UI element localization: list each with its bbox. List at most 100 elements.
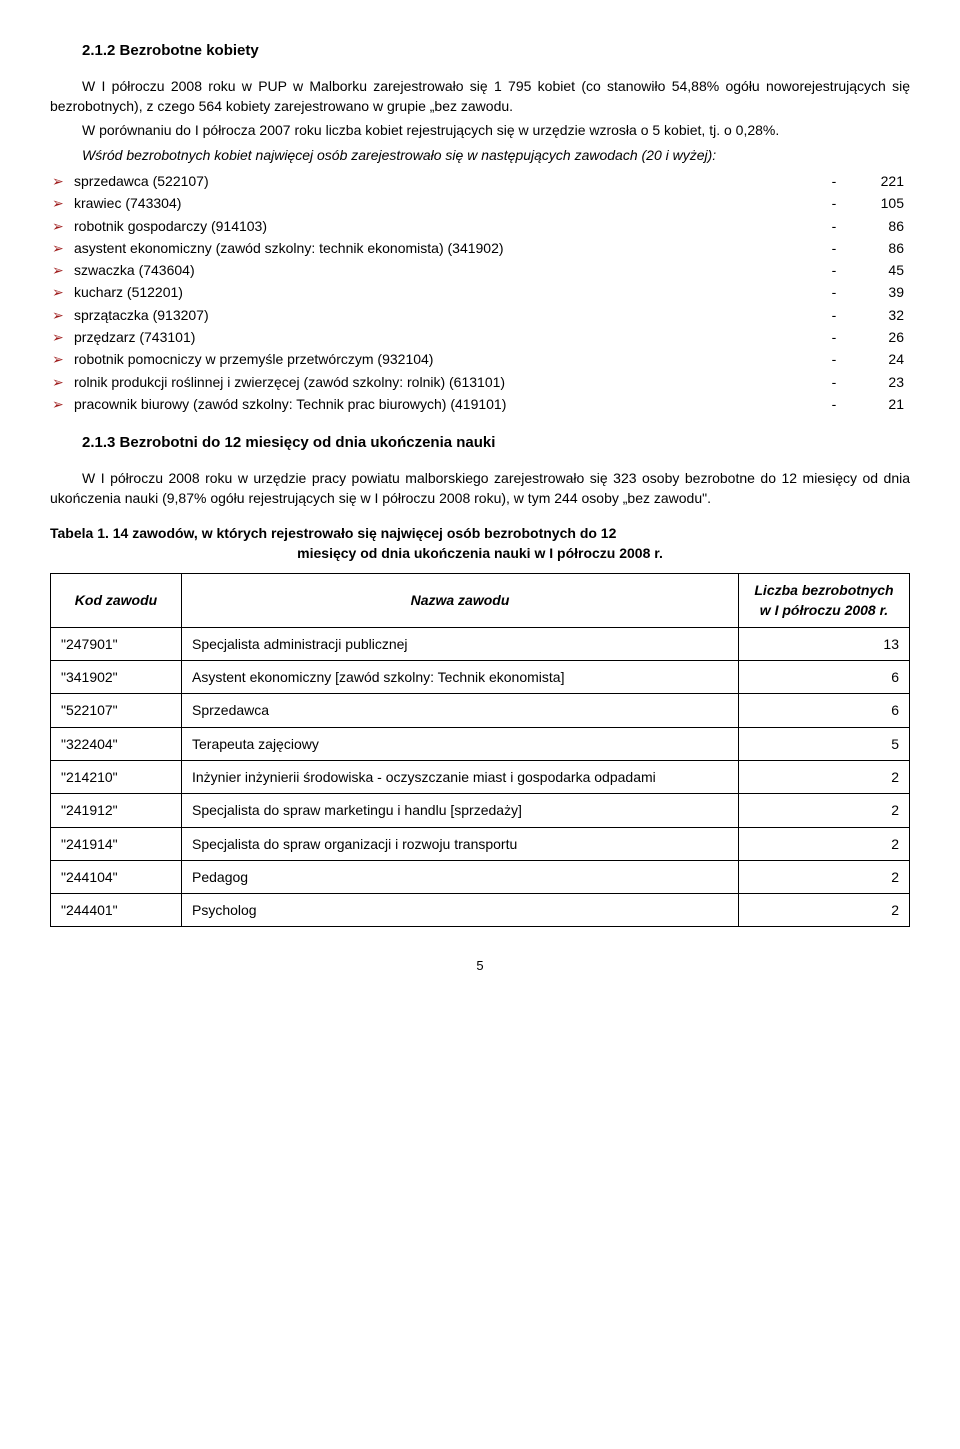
cell-count: 13 [739, 627, 910, 660]
list-item-separator: - [814, 260, 854, 280]
occupations-table: Kod zawodu Nazwa zawodu Liczba bezrobotn… [50, 573, 910, 927]
cell-code: "522107" [51, 694, 182, 727]
table-title: Tabela 1. 14 zawodów, w których rejestro… [50, 523, 910, 564]
list-item-value: 21 [854, 394, 910, 414]
list-item: ➢asystent ekonomiczny (zawód szkolny: te… [50, 238, 910, 258]
table-row: "244104"Pedagog2 [51, 860, 910, 893]
list-item-label: robotnik gospodarczy (914103) [74, 216, 814, 236]
list-item-label: sprzedawca (522107) [74, 171, 814, 191]
table-header-row: Kod zawodu Nazwa zawodu Liczba bezrobotn… [51, 574, 910, 628]
list-item-label: robotnik pomocniczy w przemyśle przetwór… [74, 349, 814, 369]
cell-count: 6 [739, 661, 910, 694]
list-item-separator: - [814, 216, 854, 236]
list-item-value: 105 [854, 193, 910, 213]
cell-count: 2 [739, 760, 910, 793]
list-item: ➢rolnik produkcji roślinnej i zwierzęcej… [50, 372, 910, 392]
list-item-value: 86 [854, 238, 910, 258]
bullet-marker-icon: ➢ [50, 260, 74, 280]
list-item-label: kucharz (512201) [74, 282, 814, 302]
list-item-value: 45 [854, 260, 910, 280]
bullet-marker-icon: ➢ [50, 216, 74, 236]
cell-code: "244104" [51, 860, 182, 893]
cell-name: Inżynier inżynierii środowiska - oczyszc… [182, 760, 739, 793]
list-item-label: rolnik produkcji roślinnej i zwierzęcej … [74, 372, 814, 392]
list-item-separator: - [814, 349, 854, 369]
bullet-marker-icon: ➢ [50, 394, 74, 414]
list-item-label: szwaczka (743604) [74, 260, 814, 280]
list-item-value: 39 [854, 282, 910, 302]
cell-count: 2 [739, 794, 910, 827]
cell-name: Pedagog [182, 860, 739, 893]
list-item: ➢przędzarz (743101)-26 [50, 327, 910, 347]
cell-name: Psycholog [182, 894, 739, 927]
list-item-value: 86 [854, 216, 910, 236]
paragraph: W I półroczu 2008 roku w urzędzie pracy … [50, 468, 910, 509]
paragraph-italic: Wśród bezrobotnych kobiet najwięcej osób… [50, 145, 910, 165]
cell-count: 5 [739, 727, 910, 760]
list-item-separator: - [814, 372, 854, 392]
list-item-separator: - [814, 394, 854, 414]
col-header-name: Nazwa zawodu [182, 574, 739, 628]
cell-name: Asystent ekonomiczny [zawód szkolny: Tec… [182, 661, 739, 694]
list-item-label: krawiec (743304) [74, 193, 814, 213]
list-item-separator: - [814, 327, 854, 347]
list-item: ➢kucharz (512201)-39 [50, 282, 910, 302]
cell-name: Specjalista do spraw organizacji i rozwo… [182, 827, 739, 860]
list-item-value: 221 [854, 171, 910, 191]
section-heading-1: 2.1.2 Bezrobotne kobiety [50, 40, 910, 62]
bullet-marker-icon: ➢ [50, 171, 74, 191]
table-row: "322404"Terapeuta zajęciowy5 [51, 727, 910, 760]
bullet-marker-icon: ➢ [50, 193, 74, 213]
cell-code: "322404" [51, 727, 182, 760]
section-heading-2: 2.1.3 Bezrobotni do 12 miesięcy od dnia … [50, 432, 910, 454]
cell-name: Specjalista administracji publicznej [182, 627, 739, 660]
col-header-code: Kod zawodu [51, 574, 182, 628]
list-item: ➢sprzedawca (522107)-221 [50, 171, 910, 191]
list-item-separator: - [814, 282, 854, 302]
paragraph: W I półroczu 2008 roku w PUP w Malborku … [50, 76, 910, 117]
bullet-marker-icon: ➢ [50, 372, 74, 392]
cell-count: 2 [739, 860, 910, 893]
cell-code: "247901" [51, 627, 182, 660]
list-item-value: 24 [854, 349, 910, 369]
bullet-marker-icon: ➢ [50, 327, 74, 347]
cell-code: "241914" [51, 827, 182, 860]
table-title-line1: Tabela 1. 14 zawodów, w których rejestro… [50, 525, 616, 541]
col-header-count: Liczba bezrobotnych w I półroczu 2008 r. [739, 574, 910, 628]
list-item: ➢krawiec (743304)-105 [50, 193, 910, 213]
cell-code: "341902" [51, 661, 182, 694]
cell-code: "244401" [51, 894, 182, 927]
list-item: ➢robotnik gospodarczy (914103)-86 [50, 216, 910, 236]
list-item-value: 23 [854, 372, 910, 392]
cell-count: 2 [739, 827, 910, 860]
list-item-value: 32 [854, 305, 910, 325]
cell-code: "214210" [51, 760, 182, 793]
bullet-marker-icon: ➢ [50, 305, 74, 325]
list-item-value: 26 [854, 327, 910, 347]
list-item-separator: - [814, 238, 854, 258]
list-item-separator: - [814, 193, 854, 213]
table-row: "341902"Asystent ekonomiczny [zawód szko… [51, 661, 910, 694]
list-item-label: sprzątaczka (913207) [74, 305, 814, 325]
table-row: "244401"Psycholog2 [51, 894, 910, 927]
list-item-separator: - [814, 305, 854, 325]
table-row: "522107"Sprzedawca6 [51, 694, 910, 727]
list-item-separator: - [814, 171, 854, 191]
list-item: ➢sprzątaczka (913207)-32 [50, 305, 910, 325]
table-row: "214210"Inżynier inżynierii środowiska -… [51, 760, 910, 793]
cell-count: 6 [739, 694, 910, 727]
bullet-marker-icon: ➢ [50, 349, 74, 369]
bullet-marker-icon: ➢ [50, 238, 74, 258]
list-item: ➢pracownik biurowy (zawód szkolny: Techn… [50, 394, 910, 414]
list-item: ➢szwaczka (743604)-45 [50, 260, 910, 280]
list-item: ➢robotnik pomocniczy w przemyśle przetwó… [50, 349, 910, 369]
list-item-label: pracownik biurowy (zawód szkolny: Techni… [74, 394, 814, 414]
cell-name: Specjalista do spraw marketingu i handlu… [182, 794, 739, 827]
cell-name: Sprzedawca [182, 694, 739, 727]
table-row: "241912"Specjalista do spraw marketingu … [51, 794, 910, 827]
cell-name: Terapeuta zajęciowy [182, 727, 739, 760]
page-number: 5 [50, 957, 910, 976]
bullet-marker-icon: ➢ [50, 282, 74, 302]
table-title-line2: miesięcy od dnia ukończenia nauki w I pó… [50, 543, 910, 563]
table-row: "247901"Specjalista administracji public… [51, 627, 910, 660]
